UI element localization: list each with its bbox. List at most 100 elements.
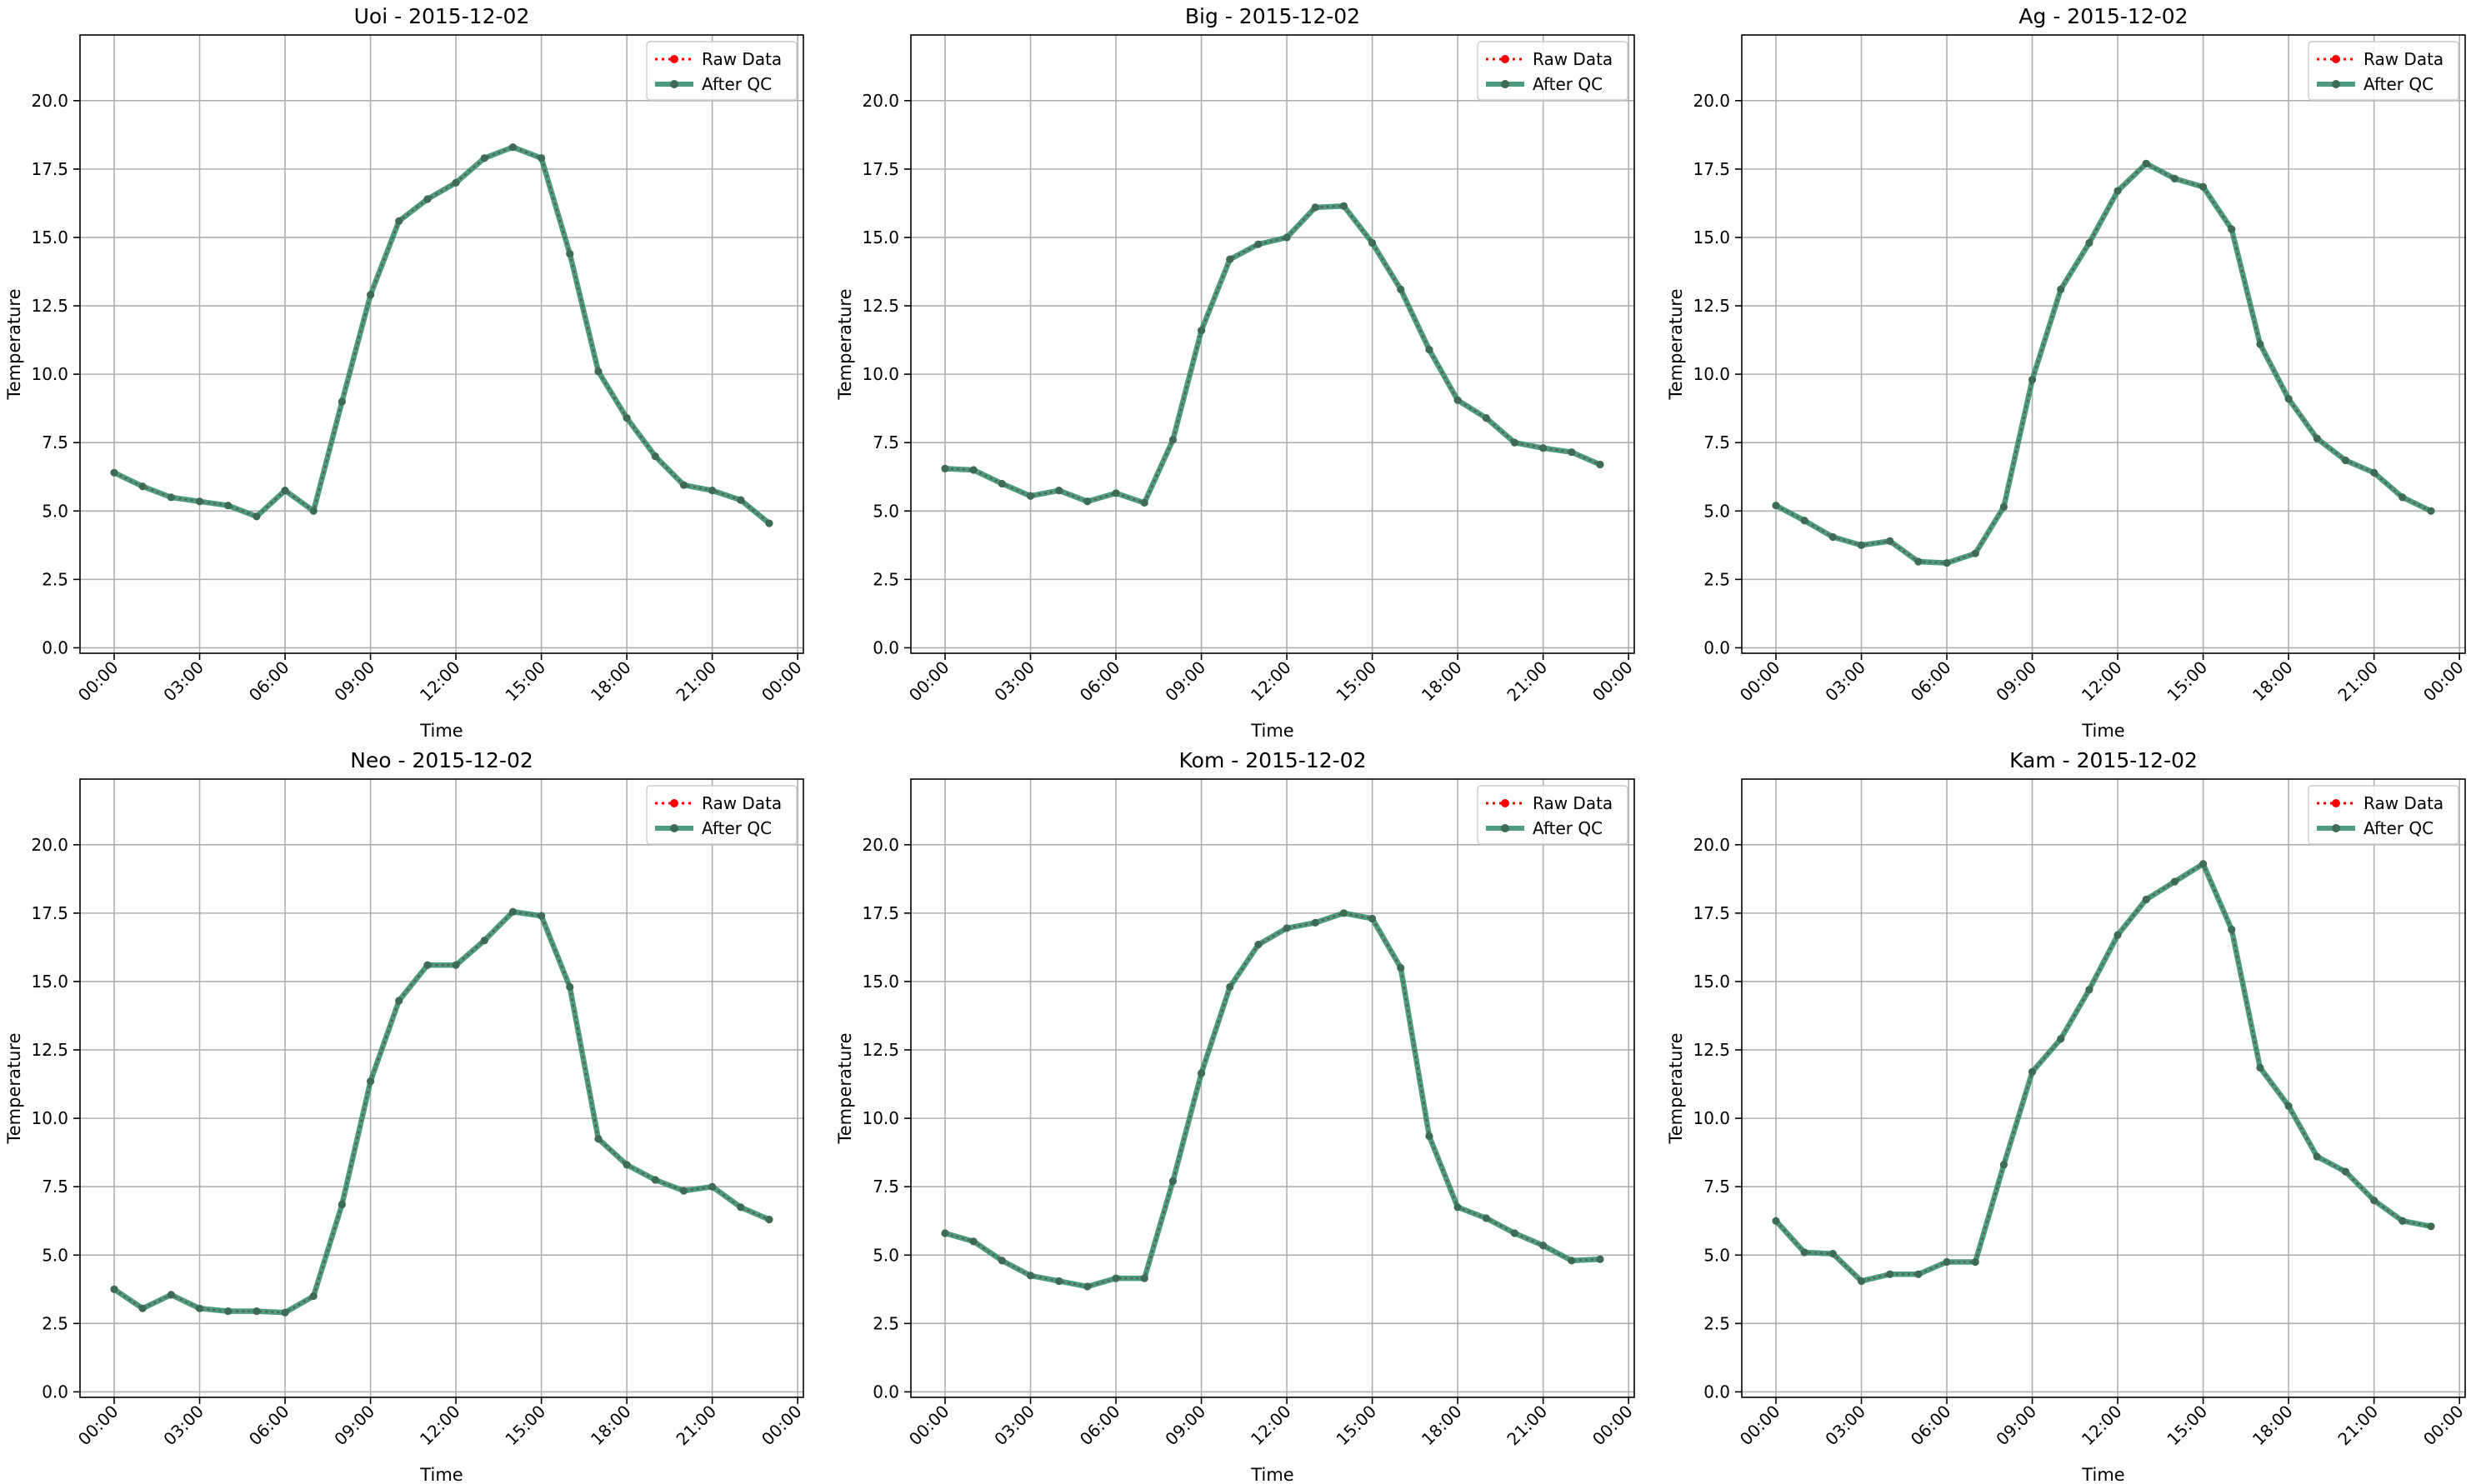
legend-qc-label: After QC (702, 818, 772, 838)
data-point (737, 1203, 745, 1212)
axes-frame (1741, 778, 2466, 1398)
data-point (1596, 1255, 1604, 1263)
data-point (2170, 174, 2179, 182)
data-point (1197, 1069, 1206, 1077)
grid (1742, 779, 2465, 1397)
y-tick-label: 0.0 (873, 1382, 899, 1402)
x-tick-label: 18:00 (587, 657, 635, 706)
data-point (138, 1304, 147, 1312)
x-tick-label: 09:00 (1992, 657, 2040, 706)
data-point (1857, 541, 1866, 549)
data-point (651, 452, 659, 461)
data-point (1055, 1277, 1063, 1286)
y-tick-label: 10.0 (1693, 1108, 1730, 1128)
subplot-6: 0.0 2.5 5.0 7.5 10.0 12.5 15.0 17.5 20.0 00:00 03:… (1666, 748, 2468, 1484)
axes-frame (1741, 34, 2466, 654)
x-tick-label: 21:00 (672, 1402, 720, 1450)
chart-title: Uoi - 2015-12-02 (354, 4, 530, 28)
x-tick-label: 06:00 (1907, 657, 1955, 706)
y-tick-label: 20.0 (862, 835, 899, 855)
y-tick-label: 12.5 (1693, 1040, 1730, 1060)
x-tick-label: 18:00 (2248, 1402, 2297, 1450)
x-tick-label: 06:00 (245, 1402, 293, 1450)
data-point (708, 487, 717, 495)
data-point (2142, 159, 2150, 167)
x-tick-label: 00:00 (758, 1402, 806, 1450)
x-tick-label: 03:00 (1821, 1402, 1869, 1450)
data-point (2057, 1035, 2065, 1043)
data-point (1828, 532, 1837, 542)
data-point (2142, 895, 2150, 904)
x-tick-label: 00:00 (1588, 657, 1637, 706)
legend: Raw Data After QC (1477, 41, 1628, 101)
data-point (566, 982, 574, 992)
data-point (1397, 285, 1405, 293)
x-tick-label: 12:00 (2078, 1402, 2126, 1450)
series-after-qc (942, 202, 1603, 506)
y-tick-label: 15.0 (31, 227, 68, 247)
y-tick-label: 15.0 (1693, 972, 1730, 992)
data-point (1112, 1274, 1120, 1282)
y-tick-label: 5.0 (873, 1245, 899, 1265)
data-point (1140, 1274, 1148, 1282)
x-tick-label: 00:00 (2419, 657, 2468, 706)
data-point (195, 497, 204, 506)
axes-frame (79, 778, 804, 1398)
data-point (2313, 1152, 2321, 1161)
y-tick-label: 20.0 (1693, 835, 1730, 855)
data-point (998, 479, 1006, 488)
data-point (566, 250, 574, 258)
series-raw-data (113, 146, 770, 524)
data-point (110, 468, 118, 477)
data-point (2228, 925, 2236, 934)
data-point (1026, 1272, 1035, 1280)
data-point (1453, 396, 1462, 404)
data-point (452, 961, 460, 969)
data-point (1828, 1250, 1837, 1258)
data-point (765, 1215, 773, 1224)
series-after-qc (111, 144, 773, 527)
data-point (138, 482, 147, 491)
data-point (2113, 931, 2122, 939)
x-tick-label: 12:00 (416, 1402, 464, 1450)
data-point (1283, 233, 1291, 242)
y-tick-label: 5.0 (1703, 501, 1730, 521)
data-point (998, 1257, 1006, 1265)
subplot-4: 0.0 2.5 5.0 7.5 10.0 12.5 15.0 17.5 20.0 00:00 03:… (4, 748, 806, 1484)
series-after-qc (1773, 161, 2434, 566)
x-tick-label: 21:00 (672, 657, 720, 706)
data-point (1339, 202, 1348, 210)
data-point (224, 502, 233, 510)
data-point (1510, 1229, 1519, 1237)
y-tick-label: 0.0 (1703, 637, 1730, 657)
y-tick-label: 20.0 (1693, 91, 1730, 111)
data-point (281, 487, 289, 495)
data-point (2057, 285, 2065, 293)
y-tick-label: 0.0 (42, 1382, 68, 1402)
data-point (338, 397, 346, 406)
y-tick-label: 2.5 (42, 1313, 68, 1333)
data-point (1254, 941, 1263, 949)
data-point (508, 907, 518, 916)
legend-qc-label: After QC (2363, 74, 2433, 94)
data-point (1999, 1161, 2008, 1169)
data-point (2398, 1217, 2407, 1225)
y-tick-label: 10.0 (862, 364, 899, 384)
data-point (224, 1307, 233, 1316)
x-tick-label: 15:00 (1332, 1402, 1380, 1450)
y-tick-label: 2.5 (873, 1313, 899, 1333)
data-point (538, 912, 546, 920)
data-point (167, 1291, 175, 1299)
data-point (1943, 559, 1951, 567)
legend-raw-marker (2332, 55, 2340, 63)
data-point (167, 493, 175, 502)
y-tick-label: 17.5 (862, 159, 899, 179)
x-tick-label: 06:00 (1076, 1402, 1124, 1450)
data-point (423, 195, 432, 203)
data-point (2284, 1102, 2293, 1110)
data-point (623, 1161, 631, 1169)
x-tick-label: 09:00 (330, 657, 378, 706)
x-tick-label: 09:00 (1161, 657, 1209, 706)
data-point (309, 1292, 318, 1301)
data-point (1971, 549, 1979, 557)
